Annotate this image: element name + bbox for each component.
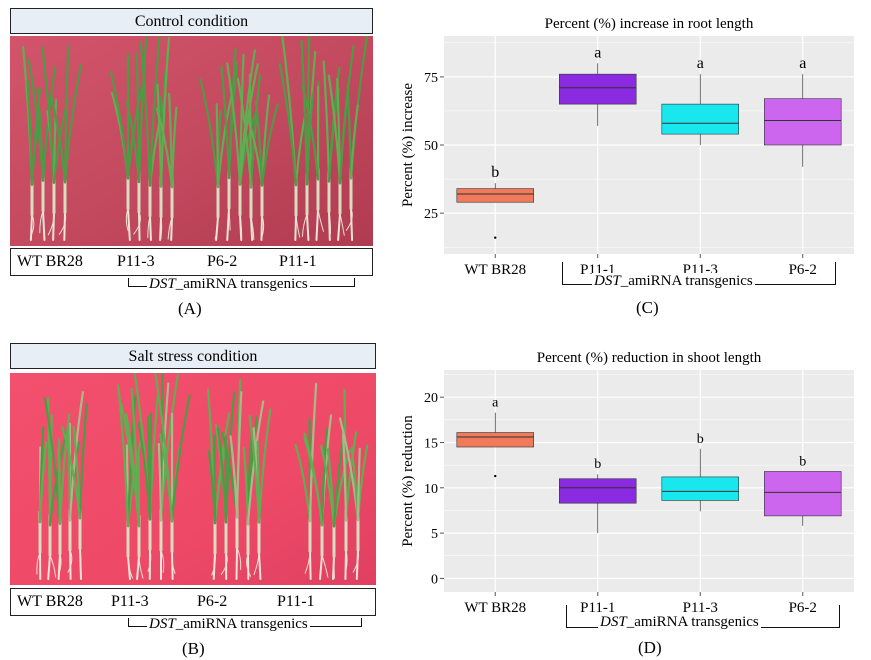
box-p11-3 — [661, 476, 739, 501]
significance-letter: a — [594, 44, 601, 61]
panel-b-title: Salt stress condition — [10, 343, 376, 369]
chart-title: Percent (%) reduction in shoot length — [537, 350, 762, 366]
y-tick-label: 50 — [424, 139, 438, 154]
significance-letter: b — [799, 454, 806, 469]
x-tick-label: P11-1 — [580, 600, 615, 616]
x-tick-label: WT BR28 — [464, 262, 526, 278]
panel-b: Salt stress condition WT BR28 P11-3 P6-2… — [10, 343, 376, 660]
outlier-point — [494, 236, 497, 239]
y-tick-label: 10 — [424, 482, 438, 497]
y-tick-label: 0 — [431, 572, 438, 587]
box-wt-br28 — [456, 188, 534, 203]
panel-b-letter: (B) — [182, 639, 205, 658]
x-tick-label: P11-3 — [683, 600, 718, 616]
panel-a-photo — [10, 36, 373, 246]
y-tick-label: 15 — [424, 436, 438, 451]
panel-b-label-bar: WT BR28 P11-3 P6-2 P11-1 — [10, 588, 376, 616]
panel-b-label-p11-1: P11-1 — [277, 593, 315, 610]
panel-c-transgenics-label: DST_amiRNA transgenics — [592, 273, 755, 290]
chart-title: Percent (%) increase in root length — [545, 16, 754, 32]
panel-b-label-p11-3: P11-3 — [111, 593, 149, 610]
chart-c: Percent (%) increase in root length 25 50 7… — [400, 16, 854, 278]
panel-a-label-wt: WT BR28 — [17, 253, 83, 270]
significance-letter: b — [491, 164, 499, 181]
x-tick-label: P6-2 — [789, 262, 817, 278]
y-axis-label: Percent (%) increase — [400, 83, 416, 207]
box-p11-3 — [661, 103, 739, 135]
panel-a-title: Control condition — [10, 8, 373, 34]
panel-a-label-p11-3: P11-3 — [117, 253, 155, 270]
x-tick-label: WT BR28 — [464, 600, 526, 616]
seedling-photo-control — [10, 36, 373, 246]
panel-b-photo — [10, 373, 376, 585]
panel-a-label-p11-1: P11-1 — [279, 253, 317, 270]
panel-d-letter: (D) — [638, 638, 662, 657]
panel-a-label-p6-2: P6-2 — [207, 253, 238, 270]
seedling-photo-salt — [10, 373, 376, 585]
outlier-point — [494, 474, 497, 478]
panel-a-transgenics-label: DST_amiRNA transgenics — [147, 276, 310, 293]
box-p6-2 — [764, 98, 842, 146]
y-tick-label: 20 — [424, 391, 438, 406]
significance-letter: b — [594, 457, 601, 472]
box-wt-br28 — [456, 432, 534, 448]
significance-letter: b — [697, 432, 704, 447]
box-p11-1 — [559, 73, 637, 105]
box-p11-1 — [559, 478, 637, 504]
box-p6-2 — [764, 471, 842, 517]
significance-letter: a — [492, 396, 499, 411]
significance-letter: a — [697, 55, 704, 72]
x-tick-label: P6-2 — [789, 600, 817, 616]
y-tick-label: 5 — [431, 527, 438, 542]
panel-b-label-wt: WT BR28 — [17, 593, 83, 610]
y-tick-label: 25 — [424, 207, 438, 222]
panel-c-letter: (C) — [636, 298, 659, 317]
y-tick-label: 75 — [424, 71, 438, 86]
panel-a: Control condition WT BR28 P11-3 P6-2 P11… — [10, 8, 373, 328]
panel-b-label-p6-2: P6-2 — [197, 593, 228, 610]
y-axis-label: Percent (%) reduction — [400, 415, 416, 547]
panel-a-letter: (A) — [178, 299, 202, 318]
panel-d-transgenics-label: DST_amiRNA transgenics — [598, 614, 761, 631]
chart-d: Percent (%) reduction in shoot length 0 5 1… — [400, 350, 854, 616]
panel-a-label-bar: WT BR28 P11-3 P6-2 P11-1 — [10, 248, 373, 276]
panel-b-transgenics-label: DST_amiRNA transgenics — [147, 616, 310, 633]
significance-letter: a — [799, 55, 806, 72]
